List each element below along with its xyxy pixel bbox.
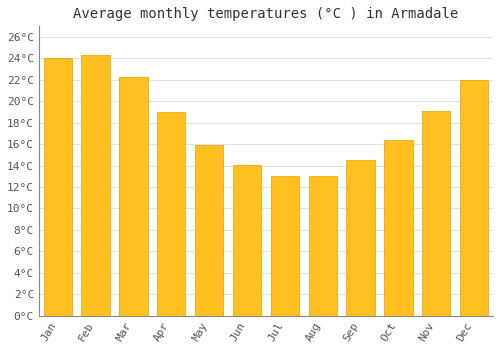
Bar (233, 164, 261, 316)
Bar (157, 112, 186, 316)
Bar (460, 80, 488, 316)
Title: Average monthly temperatures (°C ) in Armadale: Average monthly temperatures (°C ) in Ar… (74, 7, 458, 21)
Bar (308, 176, 337, 316)
Bar (195, 145, 224, 316)
Bar (346, 160, 375, 316)
Bar (82, 55, 110, 316)
Bar (384, 140, 412, 316)
Bar (422, 111, 450, 316)
Bar (44, 58, 72, 316)
Bar (270, 176, 299, 316)
Bar (119, 77, 148, 316)
